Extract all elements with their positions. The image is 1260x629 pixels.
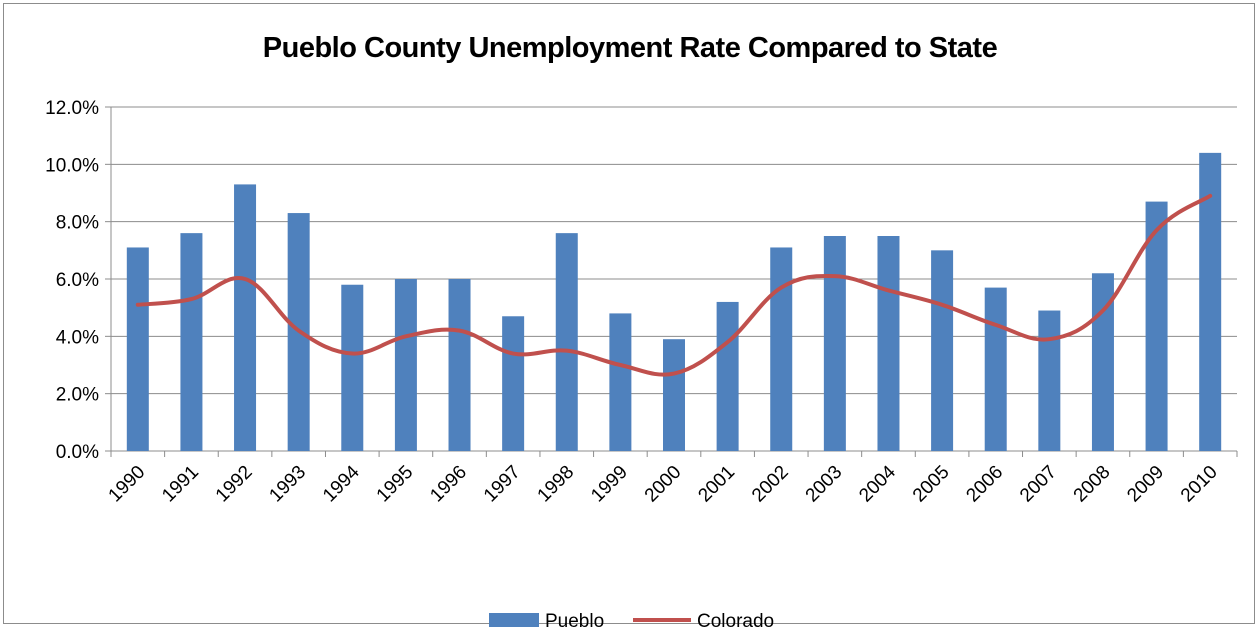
x-tick-label: 2006	[963, 462, 1008, 507]
bar-pueblo	[555, 233, 578, 451]
y-tick-label: 2.0%	[56, 385, 99, 406]
x-tick-label: 2003	[802, 462, 847, 507]
chart-title: Pueblo County Unemployment Rate Compared…	[262, 32, 998, 64]
x-tick-label: 2001	[694, 462, 739, 507]
x-tick-label: 1992	[212, 462, 257, 507]
x-tick-label: 1991	[158, 462, 203, 507]
bar-pueblo	[448, 279, 471, 451]
y-tick-label: 4.0%	[56, 327, 99, 348]
legend-swatch-pueblo	[489, 613, 539, 627]
bar-pueblo	[1145, 201, 1168, 451]
bar-pueblo	[931, 250, 954, 451]
bar-pueblo	[394, 279, 417, 451]
bar-pueblo	[877, 236, 900, 451]
x-tick-label: 1990	[105, 462, 150, 507]
y-tick-label: 8.0%	[56, 213, 99, 234]
bar-pueblo	[180, 233, 203, 451]
y-tick-label: 10.0%	[45, 155, 99, 176]
bar-pueblo	[716, 301, 739, 451]
bar-pueblo	[341, 284, 364, 451]
x-tick-label: 2002	[748, 462, 793, 507]
x-tick-label: 2008	[1070, 462, 1115, 507]
bar-pueblo	[609, 313, 632, 451]
bar-pueblo	[663, 339, 685, 451]
y-tick-label: 0.0%	[56, 442, 99, 463]
x-tick-label: 1996	[426, 462, 471, 507]
x-tick-label: 1994	[319, 461, 364, 506]
x-tick-label: 2010	[1177, 462, 1222, 507]
bar-pueblo	[770, 247, 793, 451]
bar-pueblo	[1038, 310, 1061, 451]
legend-label-colorado: Colorado	[697, 611, 774, 629]
x-tick-label: 2005	[909, 462, 954, 507]
x-tick-label: 1995	[373, 462, 418, 507]
x-tick-label: 1993	[265, 462, 310, 507]
x-tick-label: 2007	[1016, 462, 1061, 507]
bar-pueblo	[234, 184, 257, 451]
y-tick-label: 6.0%	[56, 270, 99, 291]
bar-pueblo	[984, 287, 1007, 451]
x-tick-label: 2004	[855, 461, 900, 506]
bar-pueblo	[823, 236, 846, 451]
x-tick-label: 2000	[641, 462, 686, 507]
bar-pueblo	[1199, 152, 1222, 451]
x-tick-label: 1998	[534, 462, 579, 507]
x-tick-label: 1997	[480, 462, 525, 507]
bar-pueblo	[126, 247, 149, 451]
y-tick-label: 12.0%	[45, 98, 99, 119]
x-tick-label: 2009	[1123, 462, 1168, 507]
legend-label-pueblo: Pueblo	[545, 611, 604, 629]
x-tick-label: 1999	[587, 462, 632, 507]
bar-pueblo	[502, 316, 525, 451]
